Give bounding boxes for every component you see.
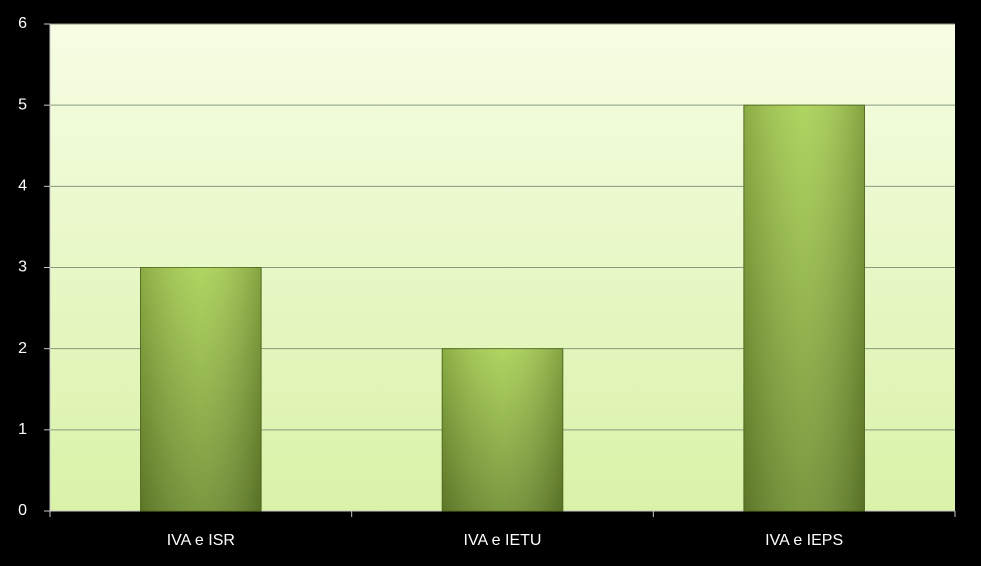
y-tick-label: 3 — [18, 259, 27, 276]
bar-group — [140, 267, 262, 512]
x-tick-label: IVA e IETU — [464, 532, 542, 549]
y-tick-label: 1 — [18, 421, 27, 438]
y-tick-label: 0 — [18, 502, 27, 519]
x-tick-label: IVA e IEPS — [765, 532, 843, 549]
y-tick-label: 2 — [18, 340, 27, 357]
bar-shade — [140, 267, 262, 511]
bar-shade — [442, 348, 563, 511]
x-tick-label: IVA e ISR — [167, 532, 235, 549]
bar-group — [743, 104, 865, 512]
bar-group — [441, 348, 564, 512]
bar-shade — [743, 105, 865, 512]
y-tick-label: 4 — [18, 178, 27, 195]
y-tick-label: 5 — [18, 96, 27, 113]
y-tick-label: 6 — [18, 15, 27, 32]
